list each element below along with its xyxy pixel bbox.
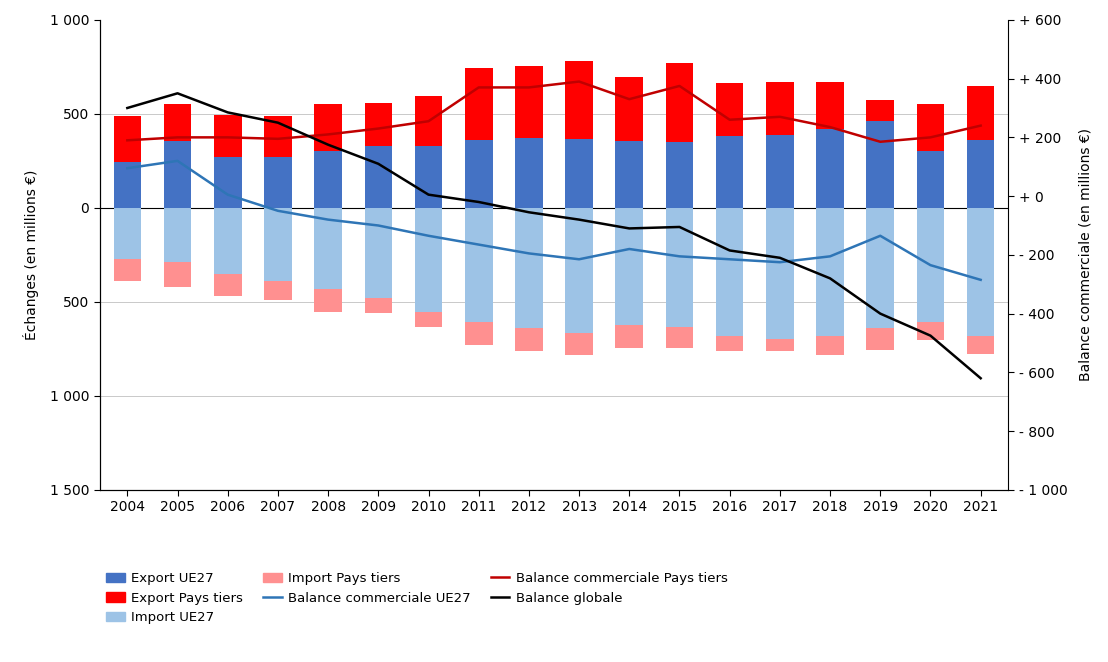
Bar bbox=[967, 85, 995, 140]
Bar bbox=[264, 157, 291, 208]
Bar bbox=[164, 141, 192, 208]
Bar bbox=[214, 208, 242, 273]
Bar bbox=[414, 96, 442, 146]
Bar bbox=[214, 115, 242, 157]
Bar bbox=[615, 77, 643, 141]
Bar bbox=[414, 312, 442, 327]
Bar bbox=[164, 208, 192, 262]
Bar bbox=[113, 162, 141, 208]
Bar bbox=[113, 208, 141, 259]
Bar bbox=[264, 281, 291, 300]
Bar bbox=[465, 68, 493, 140]
Y-axis label: Échanges (en millions €): Échanges (en millions €) bbox=[22, 169, 39, 340]
Bar bbox=[817, 129, 844, 208]
Bar bbox=[766, 82, 793, 134]
Bar bbox=[164, 262, 192, 287]
Bar bbox=[967, 336, 995, 354]
Bar bbox=[465, 322, 493, 345]
Bar bbox=[967, 140, 995, 208]
Bar bbox=[716, 136, 743, 208]
Bar bbox=[315, 289, 342, 312]
Bar bbox=[465, 140, 493, 208]
Bar bbox=[766, 134, 793, 208]
Bar bbox=[666, 208, 694, 327]
Bar bbox=[666, 63, 694, 142]
Bar bbox=[766, 340, 793, 351]
Bar bbox=[414, 208, 442, 312]
Bar bbox=[666, 327, 694, 348]
Legend: Export UE27, Export Pays tiers, Import UE27, Import Pays tiers, Balance commerci: Export UE27, Export Pays tiers, Import U… bbox=[106, 572, 728, 624]
Bar bbox=[615, 325, 643, 348]
Bar bbox=[515, 138, 543, 208]
Bar bbox=[866, 328, 894, 350]
Bar bbox=[515, 208, 543, 328]
Bar bbox=[315, 152, 342, 208]
Bar bbox=[615, 208, 643, 325]
Bar bbox=[113, 116, 141, 162]
Bar bbox=[916, 150, 944, 208]
Bar bbox=[264, 116, 291, 157]
Bar bbox=[465, 208, 493, 322]
Bar bbox=[315, 208, 342, 289]
Bar bbox=[716, 208, 743, 336]
Bar bbox=[866, 121, 894, 208]
Bar bbox=[264, 208, 291, 281]
Bar bbox=[916, 105, 944, 150]
Bar bbox=[214, 273, 242, 296]
Bar bbox=[113, 259, 141, 281]
Bar bbox=[365, 146, 392, 208]
Bar bbox=[365, 208, 392, 298]
Bar bbox=[666, 142, 694, 208]
Bar bbox=[916, 322, 944, 340]
Bar bbox=[565, 333, 593, 355]
Bar bbox=[515, 328, 543, 351]
Bar bbox=[615, 141, 643, 208]
Bar bbox=[866, 208, 894, 328]
Bar bbox=[817, 208, 844, 336]
Bar bbox=[766, 208, 793, 340]
Y-axis label: Balance commerciale (en millions €): Balance commerciale (en millions €) bbox=[1078, 128, 1092, 381]
Bar bbox=[565, 208, 593, 333]
Bar bbox=[866, 100, 894, 121]
Bar bbox=[214, 157, 242, 208]
Bar bbox=[365, 298, 392, 313]
Bar bbox=[565, 61, 593, 139]
Bar bbox=[817, 82, 844, 129]
Bar bbox=[164, 105, 192, 141]
Bar bbox=[817, 336, 844, 355]
Bar bbox=[315, 103, 342, 152]
Bar bbox=[967, 208, 995, 336]
Bar bbox=[716, 83, 743, 136]
Bar bbox=[365, 103, 392, 146]
Bar bbox=[716, 336, 743, 351]
Bar bbox=[565, 139, 593, 208]
Bar bbox=[916, 208, 944, 322]
Bar bbox=[515, 66, 543, 138]
Bar bbox=[414, 146, 442, 208]
